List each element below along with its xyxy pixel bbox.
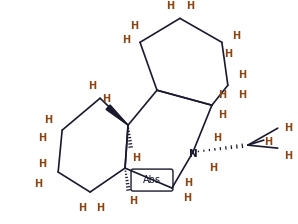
Text: H: H	[213, 133, 221, 143]
Text: H: H	[44, 115, 52, 125]
Text: H: H	[232, 31, 240, 41]
Text: H: H	[218, 110, 226, 120]
Text: H: H	[284, 151, 292, 161]
Text: H: H	[130, 21, 138, 31]
Text: H: H	[218, 90, 226, 100]
Text: H: H	[78, 203, 86, 213]
Text: H: H	[122, 35, 130, 45]
Text: N: N	[189, 149, 197, 159]
Text: H: H	[132, 153, 140, 163]
Text: H: H	[38, 159, 46, 169]
Text: H: H	[96, 203, 104, 213]
Text: H: H	[238, 70, 246, 80]
Text: H: H	[34, 179, 42, 189]
Text: H: H	[186, 1, 194, 11]
FancyBboxPatch shape	[131, 169, 173, 191]
Text: H: H	[284, 123, 292, 133]
Text: H: H	[209, 163, 217, 173]
Text: H: H	[238, 90, 246, 100]
Text: Abs: Abs	[143, 175, 161, 185]
Text: H: H	[184, 178, 192, 188]
Text: H: H	[129, 196, 137, 206]
Polygon shape	[106, 105, 128, 125]
Text: H: H	[224, 49, 232, 59]
Text: H: H	[38, 133, 46, 143]
Text: H: H	[264, 137, 272, 147]
Text: H: H	[88, 81, 96, 91]
Text: H: H	[183, 193, 191, 203]
Text: H: H	[166, 1, 174, 11]
Text: H: H	[102, 94, 110, 104]
